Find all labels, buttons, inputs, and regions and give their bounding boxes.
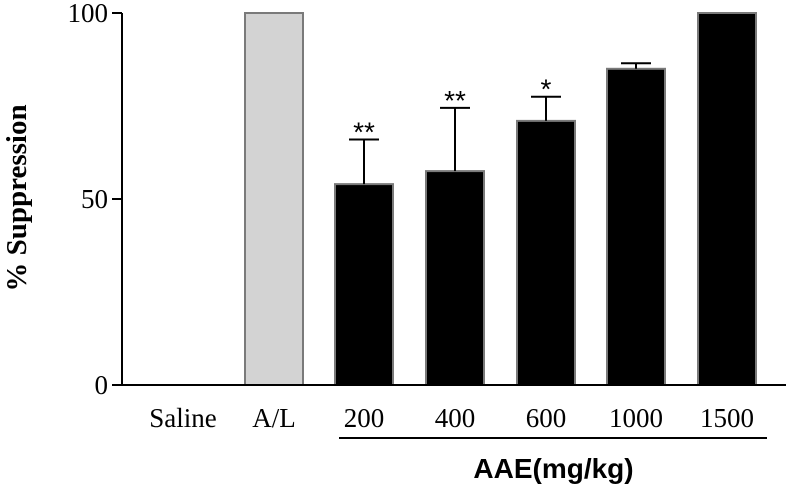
bar-200 xyxy=(334,183,394,386)
y-tick-label: 0 xyxy=(95,370,109,400)
significance-marker: * xyxy=(541,74,552,105)
x-tick-label: 200 xyxy=(344,403,385,433)
bar-400 xyxy=(425,170,485,386)
significance-marker: ** xyxy=(353,116,375,147)
bars-layer xyxy=(244,12,757,387)
x-tick-label: 600 xyxy=(526,403,567,433)
y-axis-label: % Suppression xyxy=(1,104,33,291)
x-tick-label: 1500 xyxy=(700,403,754,433)
y-tick-label: 100 xyxy=(68,0,109,28)
x-tick-label: 1000 xyxy=(609,403,663,433)
bar-a-l xyxy=(244,12,304,386)
significance-marker: ** xyxy=(444,85,466,116)
y-ticks-layer: 0 50 100 xyxy=(68,0,122,400)
x-tick-label: 400 xyxy=(435,403,476,433)
x-tick-label: Saline xyxy=(149,403,217,433)
x-tick-label: A/L xyxy=(252,403,296,433)
bar-1500 xyxy=(697,12,757,386)
x-tick-labels-layer: Saline A/L 200 400 600 1000 1500 xyxy=(149,403,754,433)
error-bars-layer xyxy=(349,62,651,185)
bar-1000 xyxy=(606,67,666,387)
significance-layer: **** * xyxy=(353,74,551,148)
y-tick-label: 50 xyxy=(81,184,108,214)
group-label: AAE(mg/kg) xyxy=(473,453,633,484)
bar-600 xyxy=(516,119,576,386)
